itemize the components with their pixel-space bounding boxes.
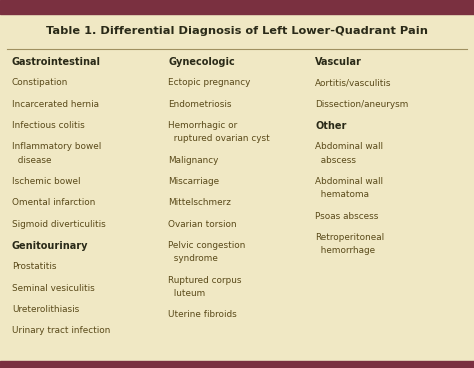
Text: luteum: luteum — [168, 289, 206, 298]
Bar — [0, 0, 474, 14]
Text: Ruptured corpus: Ruptured corpus — [168, 276, 242, 284]
Text: Aortitis/vasculitis: Aortitis/vasculitis — [315, 78, 392, 87]
Text: Psoas abscess: Psoas abscess — [315, 212, 379, 220]
Text: Ectopic pregnancy: Ectopic pregnancy — [168, 78, 251, 87]
Text: Retroperitoneal: Retroperitoneal — [315, 233, 384, 242]
Text: abscess: abscess — [315, 156, 356, 164]
Text: Prostatitis: Prostatitis — [12, 262, 56, 271]
Text: Sigmoid diverticulitis: Sigmoid diverticulitis — [12, 220, 106, 229]
Text: Ovarian torsion: Ovarian torsion — [168, 220, 237, 229]
Text: hemorrhage: hemorrhage — [315, 246, 375, 255]
Text: Endometriosis: Endometriosis — [168, 100, 232, 109]
Text: Constipation: Constipation — [12, 78, 68, 87]
Text: Seminal vesiculitis: Seminal vesiculitis — [12, 284, 95, 293]
Text: Genitourinary: Genitourinary — [12, 241, 88, 251]
Text: Ureterolithiasis: Ureterolithiasis — [12, 305, 79, 314]
Text: Incarcerated hernia: Incarcerated hernia — [12, 100, 99, 109]
Text: Gastrointestinal: Gastrointestinal — [12, 57, 101, 67]
Text: ruptured ovarian cyst: ruptured ovarian cyst — [168, 134, 270, 143]
Text: Gynecologic: Gynecologic — [168, 57, 235, 67]
Bar — [0, 361, 474, 368]
Text: Hemorrhagic or: Hemorrhagic or — [168, 121, 237, 130]
Text: Pelvic congestion: Pelvic congestion — [168, 241, 246, 250]
Text: Omental infarction: Omental infarction — [12, 198, 95, 207]
Text: Urinary tract infection: Urinary tract infection — [12, 326, 110, 335]
Text: Mittelschmerz: Mittelschmerz — [168, 198, 231, 207]
Text: Table 1. Differential Diagnosis of Left Lower-Quadrant Pain: Table 1. Differential Diagnosis of Left … — [46, 26, 428, 36]
Text: Dissection/aneurysm: Dissection/aneurysm — [315, 100, 409, 109]
Text: Malignancy: Malignancy — [168, 156, 219, 164]
Text: disease: disease — [12, 156, 51, 164]
Text: Abdominal wall: Abdominal wall — [315, 142, 383, 151]
Text: Vascular: Vascular — [315, 57, 362, 67]
Text: Miscarriage: Miscarriage — [168, 177, 219, 186]
Text: Other: Other — [315, 121, 346, 131]
Text: Ischemic bowel: Ischemic bowel — [12, 177, 81, 186]
Text: syndrome: syndrome — [168, 254, 218, 263]
Text: Inflammatory bowel: Inflammatory bowel — [12, 142, 101, 151]
Text: Uterine fibroids: Uterine fibroids — [168, 310, 237, 319]
Text: hematoma: hematoma — [315, 190, 369, 199]
Text: Infectious colitis: Infectious colitis — [12, 121, 84, 130]
Text: Abdominal wall: Abdominal wall — [315, 177, 383, 186]
